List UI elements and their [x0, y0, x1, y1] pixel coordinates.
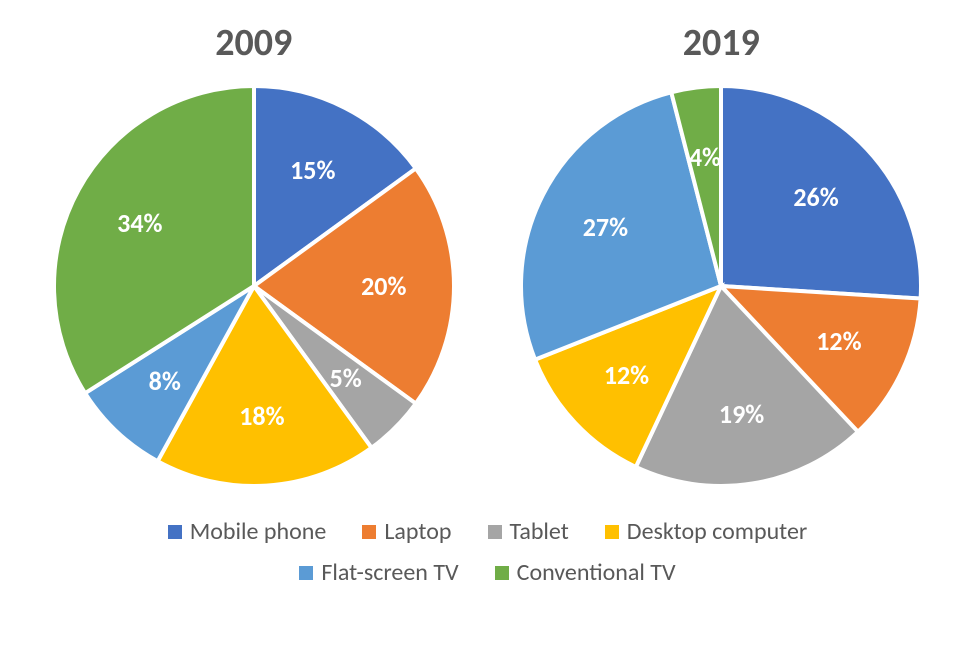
legend-label: Mobile phone [190, 517, 327, 546]
pie-chart-2009: 15% 20% 5% 18% 8% 34% [44, 76, 464, 496]
pie-slice-label: 12% [604, 359, 649, 391]
legend-item: Mobile phone [168, 517, 327, 546]
legend-item: Laptop [362, 517, 451, 546]
pie-slice-label: 34% [117, 207, 162, 239]
pie-slice-label: 26% [793, 181, 838, 213]
pie-slice-label: 19% [719, 398, 764, 430]
legend-item: Flat-screen TV [299, 558, 458, 587]
pie-slice-label: 5% [330, 362, 362, 394]
legend-swatch [488, 525, 502, 539]
legend-swatch [362, 525, 376, 539]
legend-label: Laptop [384, 517, 451, 546]
legend-swatch [605, 525, 619, 539]
legend-swatch [168, 525, 182, 539]
legend-swatch [299, 566, 313, 580]
pie-slice-label: 18% [239, 400, 284, 432]
legend-item: Conventional TV [495, 558, 676, 587]
pie-slice-label: 4% [689, 141, 721, 173]
legend-swatch [495, 566, 509, 580]
legend-label: Flat-screen TV [321, 558, 458, 587]
pie-slice-label: 12% [816, 325, 861, 357]
pie-slice-label: 15% [290, 154, 335, 186]
legend-item: Desktop computer [605, 517, 807, 546]
charts-row: 2009 15%20%5%18%8%34% 2019 26%12%19%12%2… [0, 0, 975, 496]
pie-slice-label: 8% [149, 365, 181, 397]
legend-label: Conventional TV [517, 558, 676, 587]
chart-title-2009: 2009 [215, 20, 292, 66]
chart-2009: 2009 15% 20% 5% 18% 8% 34% [44, 20, 464, 496]
legend-label: Desktop computer [627, 517, 807, 546]
chart-title-2019: 2019 [683, 20, 760, 66]
pie-chart-2019: 26% 12% 19% 12% 27% 4% [511, 76, 931, 496]
chart-2019: 2019 26% 12% 19% 12% 27% 4% [511, 20, 931, 496]
legend-item: Tablet [488, 517, 569, 546]
legend: Mobile phone Laptop Tablet Desktop computer… [78, 511, 898, 593]
pie-slice-label: 27% [583, 211, 628, 243]
legend-label: Tablet [510, 517, 569, 546]
pie-slice-label: 20% [361, 270, 406, 302]
